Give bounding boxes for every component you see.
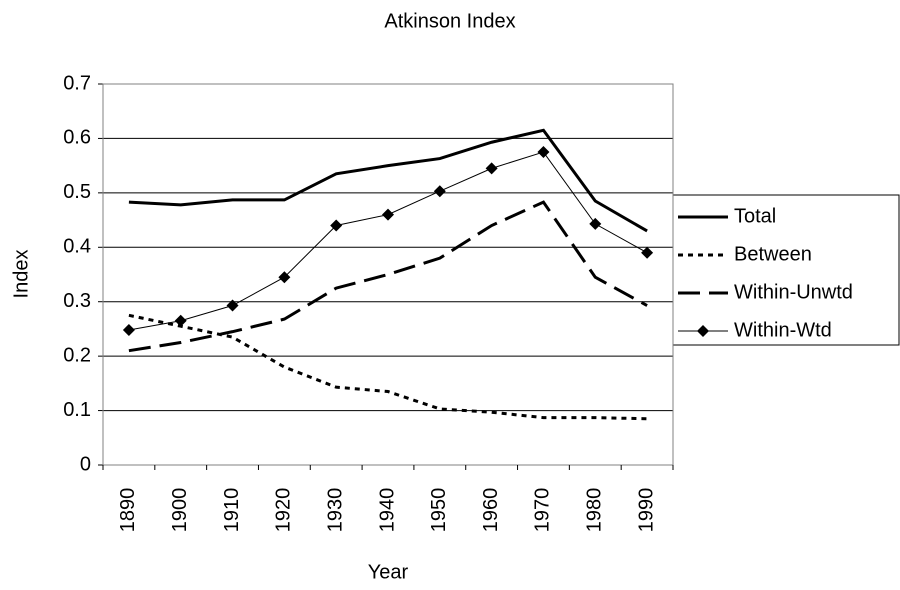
data-point <box>641 246 654 259</box>
y-axis-label: Index <box>10 250 32 299</box>
legend-marker <box>697 325 709 337</box>
series-line <box>128 313 648 421</box>
y-tick-label: 0.6 <box>63 127 91 149</box>
x-tick-label: 1900 <box>169 488 191 533</box>
plot-border <box>102 83 674 466</box>
data-point <box>537 146 550 159</box>
x-tick-label: 1960 <box>480 488 502 533</box>
data-point <box>382 208 394 221</box>
y-tick-label: 0.1 <box>63 399 91 421</box>
data-point <box>330 219 343 232</box>
legend-box <box>672 194 900 346</box>
data-point <box>226 299 239 312</box>
chart-title: Atkinson Index <box>384 10 515 32</box>
x-tick-label: 1970 <box>532 488 554 533</box>
x-tick-label: 1890 <box>117 488 139 533</box>
x-tick-label: 1990 <box>635 488 657 533</box>
x-tick-label: 1910 <box>221 488 243 533</box>
data-point <box>433 185 446 198</box>
data-point <box>278 271 291 284</box>
data-point <box>485 162 498 175</box>
x-tick-label: 1980 <box>584 488 606 533</box>
series-line <box>128 128 648 233</box>
y-tick-label: 0.5 <box>63 181 91 203</box>
x-tick-label: 1920 <box>273 488 295 533</box>
y-tick-label: 0.4 <box>63 236 91 258</box>
y-tick-label: 0 <box>80 453 91 475</box>
x-tick-label: 1930 <box>324 488 346 533</box>
x-axis-label: Year <box>368 561 409 583</box>
legend-label: Within-Unwtd <box>734 281 853 303</box>
legend-label: Within-Wtd <box>734 319 832 341</box>
y-tick-label: 0.7 <box>63 72 91 94</box>
legend-label: Between <box>734 243 812 265</box>
y-tick-label: 0.3 <box>63 290 91 312</box>
x-tick-label: 1950 <box>428 488 450 533</box>
series-line <box>128 151 648 331</box>
data-point <box>589 217 602 230</box>
data-point <box>174 314 187 327</box>
series-line <box>128 200 648 353</box>
x-tick-label: 1940 <box>376 488 398 533</box>
y-tick-label: 0.2 <box>63 344 91 366</box>
data-point <box>122 324 135 337</box>
legend-label: Total <box>734 205 776 227</box>
